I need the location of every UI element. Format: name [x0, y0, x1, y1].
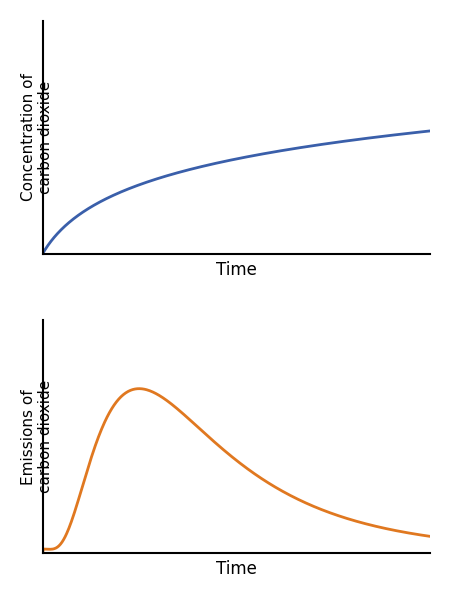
Y-axis label: Concentration of
carbon dioxide: Concentration of carbon dioxide [21, 73, 53, 201]
X-axis label: Time: Time [216, 560, 257, 578]
Y-axis label: Emissions of
carbon dioxide: Emissions of carbon dioxide [21, 380, 53, 494]
X-axis label: Time: Time [216, 261, 257, 279]
